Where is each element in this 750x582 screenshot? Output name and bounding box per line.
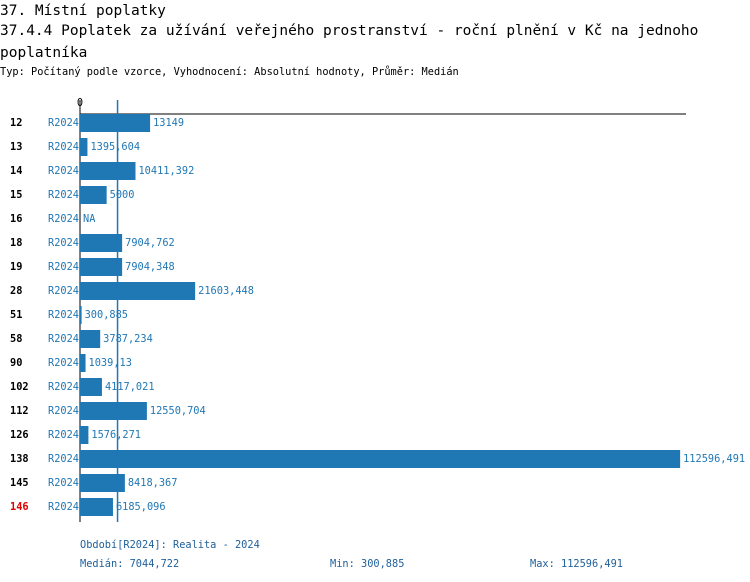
value-label: 7904,348 — [125, 261, 175, 273]
series-label: R2024 — [48, 237, 79, 249]
value-label: 112596,491 — [683, 453, 745, 465]
bar — [80, 474, 125, 492]
chart-subtitle: Typ: Počítaný podle vzorce, Vyhodnocení:… — [0, 66, 459, 78]
chart-title: 37.4.4 Poplatek za užívání veřejného pro… — [0, 23, 699, 61]
category-label: 28 — [10, 285, 22, 297]
section-title: 37. Místní poplatky — [0, 3, 166, 19]
series-label: R2024 — [48, 357, 79, 369]
series-label: R2024 — [48, 405, 79, 417]
category-label: 13 — [10, 141, 22, 153]
category-label: 146 — [10, 501, 29, 513]
bar — [80, 114, 151, 132]
bar — [80, 378, 102, 396]
series-label: R2024 — [48, 117, 79, 129]
value-label: 6185,096 — [116, 501, 166, 513]
series-label: R2024 — [48, 333, 79, 345]
value-label: 7904,762 — [125, 237, 175, 249]
value-label: NA — [83, 213, 96, 225]
value-label: 3787,234 — [103, 333, 153, 345]
bar — [80, 402, 147, 420]
max-label: Max: 112596,491 — [530, 558, 623, 570]
value-label: 300,885 — [85, 309, 128, 321]
category-label: 90 — [10, 357, 22, 369]
series-label: R2024 — [48, 453, 79, 465]
category-label: 126 — [10, 429, 29, 441]
category-label: 14 — [10, 165, 22, 177]
category-label: 51 — [10, 309, 22, 321]
bar — [80, 234, 123, 252]
series-label: R2024 — [48, 285, 79, 297]
value-label: 12550,704 — [150, 405, 206, 417]
x-tick-label: 0 — [77, 97, 83, 109]
series-label: R2024 — [48, 165, 79, 177]
category-label: 138 — [10, 453, 29, 465]
bar — [80, 330, 101, 348]
bar — [80, 306, 82, 324]
value-label: 21603,448 — [198, 285, 254, 297]
bar — [80, 450, 681, 468]
value-label: 1395,604 — [90, 141, 140, 153]
series-label: R2024 — [48, 429, 79, 441]
value-label: 5000 — [110, 189, 135, 201]
median-label: Medián: 7044,722 — [80, 558, 179, 570]
category-label: 15 — [10, 189, 22, 201]
value-label: 8418,367 — [128, 477, 178, 489]
category-label: 145 — [10, 477, 29, 489]
value-label: 13149 — [153, 117, 184, 129]
bar — [80, 282, 196, 300]
value-label: 4117,021 — [105, 381, 155, 393]
period-label: Období[R2024]: Realita - 2024 — [80, 539, 260, 551]
series-label: R2024 — [48, 381, 79, 393]
bar — [80, 498, 113, 516]
category-label: 102 — [10, 381, 29, 393]
bar — [80, 186, 107, 204]
series-label: R2024 — [48, 141, 79, 153]
category-label: 19 — [10, 261, 22, 273]
series-label: R2024 — [48, 189, 79, 201]
category-label: 18 — [10, 237, 22, 249]
bar — [80, 162, 136, 180]
value-label: 1576,271 — [91, 429, 141, 441]
value-label: 1039,13 — [89, 357, 132, 369]
series-label: R2024 — [48, 309, 79, 321]
value-label: 10411,392 — [138, 165, 194, 177]
bar — [80, 258, 123, 276]
category-label: 112 — [10, 405, 29, 417]
category-label: 58 — [10, 333, 22, 345]
category-label: 16 — [10, 213, 22, 225]
bar — [80, 138, 88, 156]
series-label: R2024 — [48, 213, 79, 225]
category-label: 12 — [10, 117, 22, 129]
bar — [80, 354, 86, 372]
min-label: Min: 300,885 — [330, 558, 404, 570]
series-label: R2024 — [48, 477, 79, 489]
series-label: R2024 — [48, 501, 79, 513]
series-label: R2024 — [48, 261, 79, 273]
bar — [80, 426, 89, 444]
